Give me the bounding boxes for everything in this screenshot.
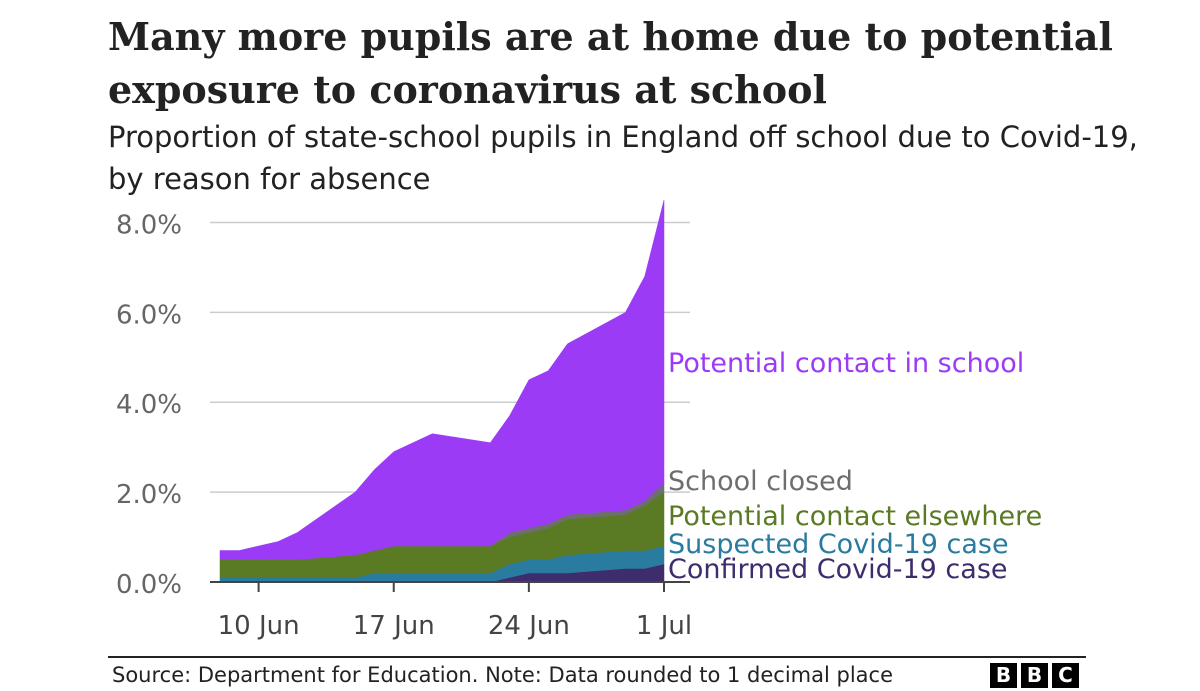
source-note: Source: Department for Education. Note: … [112,663,894,687]
stacked-area-chart: 0.0% 2.0% 4.0% 6.0% 8.0% 10 Jun 17 Jun 24 Jun 1 … [116,199,1042,641]
y-tick-label: 4.0% [116,390,182,420]
area-series [219,199,665,583]
area-series-potential-contact-in-school [219,199,665,560]
series-label: Potential contact elsewhere [668,501,1042,532]
footer-rule [108,656,1086,658]
x-tick-label: 1 Jul [636,611,692,641]
series-label: Potential contact in school [668,348,1024,379]
bbc-logo-block: B [990,663,1017,688]
x-tick-label: 17 Jun [353,611,435,641]
y-tick-label: 8.0% [116,210,182,240]
x-tick-label: 10 Jun [218,611,300,641]
chart-title: Many more pupils are at home due to pote… [108,14,1113,112]
bbc-logo-block: B [1021,663,1048,688]
series-label: Confirmed Covid-19 case [668,554,1008,585]
y-tick-label: 0.0% [116,570,182,600]
y-tick-label: 2.0% [116,480,182,510]
chart-subtitle: Proportion of state-school pupils in Eng… [108,120,1138,196]
x-tick-label: 24 Jun [488,611,570,641]
series-label: Suspected Covid-19 case [668,529,1009,560]
series-label: School closed [668,466,853,497]
axes: 0.0% 2.0% 4.0% 6.0% 8.0% 10 Jun 17 Jun 24 Jun 1 … [116,210,692,641]
bbc-logo: B B C [990,663,1079,688]
y-tick-label: 6.0% [116,300,182,330]
bbc-logo-block: C [1052,663,1079,688]
